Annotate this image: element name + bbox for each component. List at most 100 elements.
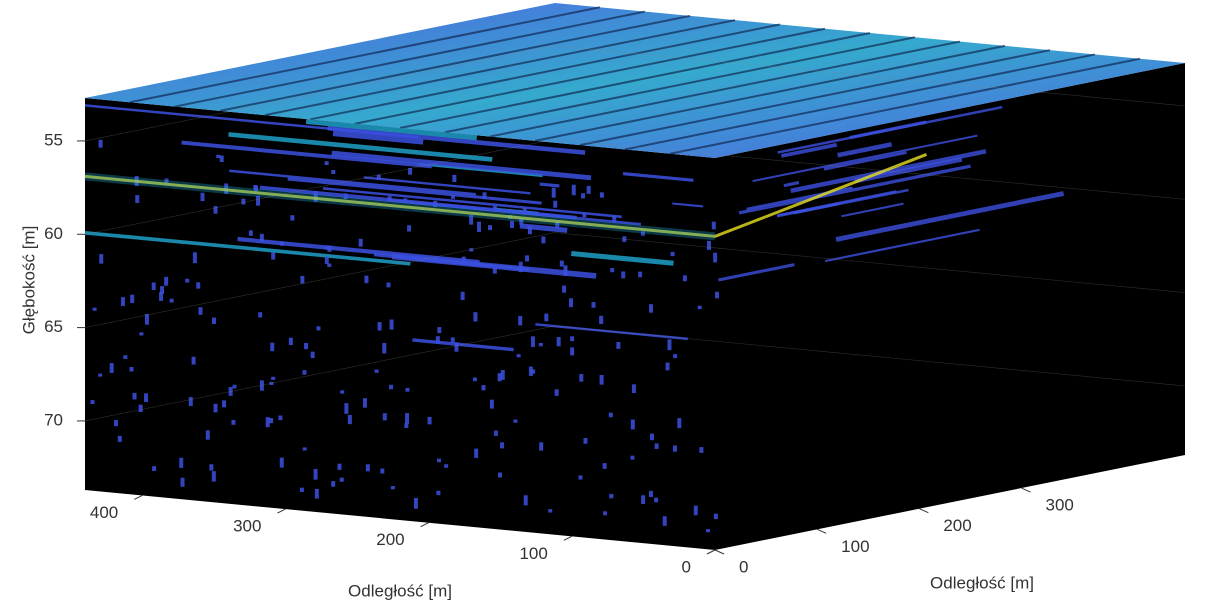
- speckle: [713, 252, 718, 263]
- speckle: [586, 185, 591, 194]
- speckle: [327, 245, 332, 252]
- speckle: [452, 174, 457, 183]
- speckle: [518, 315, 523, 326]
- speckle: [135, 195, 140, 204]
- x-tick: [420, 522, 429, 528]
- speckle: [407, 225, 412, 232]
- speckle: [482, 192, 487, 200]
- band: [181, 140, 433, 169]
- speckle: [551, 187, 556, 198]
- speckle: [469, 215, 474, 225]
- top-stripe: [174, 10, 646, 108]
- band: [327, 125, 586, 155]
- speckle: [672, 445, 677, 452]
- speckle: [603, 511, 608, 516]
- band: [823, 150, 907, 171]
- speckle: [164, 276, 169, 286]
- speckle: [259, 380, 264, 391]
- speckle: [331, 169, 336, 175]
- speckle: [523, 495, 528, 506]
- speckle: [711, 221, 716, 230]
- speckle: [123, 355, 128, 359]
- x-tick-label: 300: [233, 517, 261, 536]
- speckle: [654, 497, 659, 503]
- band: [622, 172, 694, 182]
- band: [783, 181, 800, 188]
- speckle: [608, 412, 613, 418]
- speckle: [654, 443, 659, 449]
- speckle: [405, 413, 410, 424]
- speckle: [269, 381, 274, 385]
- band: [854, 157, 963, 184]
- speckle: [579, 374, 584, 382]
- x-tick-label: 400: [90, 503, 118, 522]
- y-tick-label: 100: [841, 537, 869, 556]
- speckle: [219, 155, 224, 163]
- speckle: [610, 268, 615, 273]
- speckle: [279, 241, 284, 246]
- speckle: [144, 393, 149, 403]
- speckle: [200, 192, 205, 202]
- top-stripe: [264, 19, 736, 117]
- speckle: [541, 236, 546, 244]
- speckle: [90, 400, 95, 405]
- speckle: [324, 161, 329, 166]
- speckle: [570, 347, 575, 356]
- speckle: [232, 384, 237, 389]
- speckle: [405, 387, 410, 392]
- speckle: [481, 385, 486, 391]
- speckle: [382, 413, 387, 421]
- speckle: [527, 226, 532, 235]
- speckle: [553, 200, 558, 208]
- band: [849, 120, 927, 140]
- speckle: [211, 471, 216, 482]
- speckle: [152, 466, 157, 472]
- grid-line: [84, 325, 1186, 422]
- speckle: [324, 245, 329, 250]
- top-stripe: [534, 44, 1006, 142]
- speckle: [599, 315, 604, 325]
- speckle: [290, 215, 295, 221]
- band: [417, 162, 543, 178]
- speckle: [714, 291, 719, 299]
- grid-line: [84, 138, 1186, 235]
- speckle: [211, 317, 216, 324]
- speckle: [139, 332, 144, 336]
- speckle: [559, 260, 564, 267]
- speckle: [389, 319, 394, 330]
- speckle: [241, 198, 246, 205]
- speckle: [288, 337, 293, 346]
- top-stripe: [489, 40, 961, 138]
- speckle: [265, 417, 270, 428]
- speckle: [337, 463, 342, 470]
- speckle: [144, 313, 149, 325]
- speckle: [444, 464, 449, 468]
- top-stripe: [129, 6, 601, 104]
- speckle: [185, 278, 190, 283]
- speckle: [209, 464, 214, 471]
- speckle: [339, 477, 344, 482]
- speckle: [408, 168, 413, 175]
- band: [84, 230, 411, 266]
- x-tick: [706, 549, 716, 555]
- band: [841, 202, 904, 218]
- speckle: [583, 438, 588, 444]
- speckle: [570, 336, 575, 342]
- speckle: [180, 477, 185, 487]
- z-tick-label: 55: [44, 130, 63, 149]
- speckle: [340, 390, 345, 394]
- speckle: [582, 213, 587, 218]
- band: [331, 150, 592, 181]
- speckle: [450, 337, 455, 343]
- speckle: [472, 377, 477, 382]
- speckle: [488, 225, 493, 231]
- speckle: [568, 298, 573, 308]
- grid-line: [84, 45, 1186, 142]
- speckle: [331, 481, 336, 487]
- y-tick: [919, 508, 929, 514]
- top-stripe: [354, 27, 826, 125]
- speckle: [92, 307, 97, 311]
- speckle: [427, 416, 432, 425]
- speckle: [413, 497, 418, 509]
- speckle: [677, 418, 682, 429]
